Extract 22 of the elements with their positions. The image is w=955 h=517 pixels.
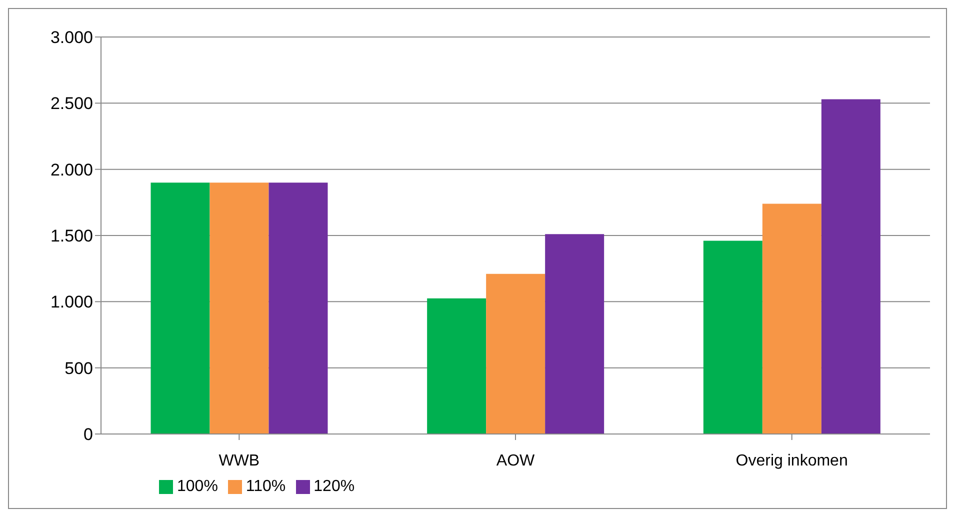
x-tick-label: Overig inkomen [736, 452, 848, 470]
bar [268, 182, 328, 434]
y-tick-label: 3.000 [50, 28, 93, 48]
bar [427, 298, 486, 434]
bar [545, 234, 604, 434]
bar [150, 182, 210, 434]
y-tick-label: 500 [64, 358, 93, 378]
y-tick-label: 2.500 [50, 94, 93, 114]
bar [762, 204, 822, 434]
legend-label: 110% [246, 478, 286, 495]
x-tick-label: WWB [218, 452, 260, 470]
bar [821, 99, 880, 434]
y-tick-label: 2.000 [50, 160, 93, 180]
bar [486, 274, 546, 434]
bar [210, 182, 269, 434]
x-tick-label: AOW [496, 452, 536, 470]
legend-label: 120% [314, 478, 355, 495]
y-tick-label: 0 [84, 425, 93, 444]
y-tick-label: 1.500 [50, 226, 93, 246]
y-tick-label: 1.000 [50, 292, 93, 312]
bar [703, 240, 762, 434]
legend-label: 100% [177, 478, 218, 495]
